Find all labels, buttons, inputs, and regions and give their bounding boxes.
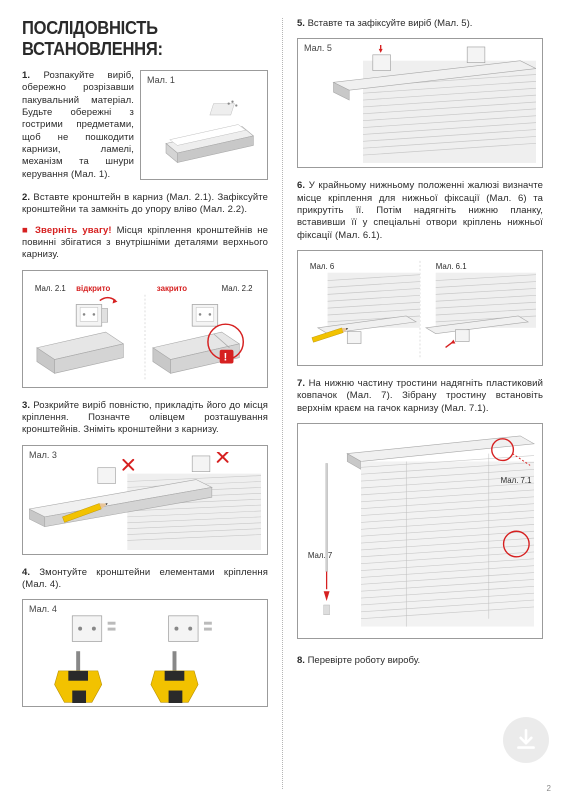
step-7-text: На нижню частину тростини надягніть плас… <box>297 378 543 414</box>
step-6: 6. У крайньому нижньому положенні жалюзі… <box>297 180 543 242</box>
fig-1-svg <box>147 77 261 172</box>
figure-1: Мал. 1 <box>140 70 268 180</box>
step-8-num: 8. <box>297 655 305 666</box>
step-5-text: Вставте та зафіксуйте виріб (Мал. 5). <box>308 18 473 29</box>
fig-5-label: Мал. 5 <box>304 43 332 53</box>
fig-5-svg <box>304 45 536 163</box>
step-2-text: Вставте кронштейн в карниз (Мал. 2.1). З… <box>22 192 268 215</box>
fig-4-svg <box>29 606 261 702</box>
svg-text:!: ! <box>224 351 228 363</box>
fig-1-label: Мал. 1 <box>147 75 175 85</box>
step-3-text: Розкрийте виріб повністю, прикладіть йог… <box>22 400 268 436</box>
figure-5: Мал. 5 <box>297 38 543 168</box>
left-column: ПОСЛІДОВНІСТЬ ВСТАНОВЛЕННЯ: 1. Розпакуйт… <box>22 18 282 789</box>
step-2: 2. Вставте кронштейн в карниз (Мал. 2.1)… <box>22 192 268 217</box>
step-6-num: 6. <box>297 180 305 191</box>
fig-7-svg: Мал. 7.1 Мал. 7 <box>304 430 536 633</box>
fig-3-svg <box>29 452 261 550</box>
fig-22-label: Мал. 2.2 <box>222 283 253 292</box>
page-number: 2 <box>547 784 551 793</box>
fig-2-svg: Мал. 2.1 відкрито закрито Мал. 2.2 <box>29 277 261 383</box>
fig-3-label: Мал. 3 <box>29 450 57 460</box>
step-6-text: У крайньому нижньому положенні жалюзі ви… <box>297 180 543 240</box>
step-8-text: Перевірте роботу виробу. <box>308 655 421 666</box>
right-column: 5. Вставте та зафіксуйте виріб (Мал. 5).… <box>283 18 543 789</box>
fig-7-label: Мал. 7 <box>308 551 332 560</box>
step-8: 8. Перевірте роботу виробу. <box>297 655 543 667</box>
main-title: ПОСЛІДОВНІСТЬ ВСТАНОВЛЕННЯ: <box>22 18 248 60</box>
fig-21-label: Мал. 2.1 <box>35 283 66 292</box>
figure-2: Мал. 2.1 відкрито закрито Мал. 2.2 <box>22 270 268 388</box>
annot-open: відкрито <box>76 283 110 292</box>
annot-closed: закрито <box>157 283 187 292</box>
step-4-text: Змонтуйте кронштейни елементами кріпленн… <box>22 567 268 590</box>
fig-4-label: Мал. 4 <box>29 604 57 614</box>
step-2-num: 2. <box>22 192 30 203</box>
step-1-text: Розпакуйте виріб, обережно розрізавши па… <box>22 70 134 180</box>
warn-icon: ■ <box>22 225 30 236</box>
fig-71-label: Мал. 7.1 <box>501 476 532 485</box>
step-1-num: 1. <box>22 70 30 81</box>
step-3: 3. Розкрийте виріб повністю, прикладіть … <box>22 400 268 437</box>
step-1: 1. Розпакуйте виріб, обережно розрізавши… <box>22 70 140 184</box>
figure-6: Мал. 6 Мал. 6.1 <box>297 250 543 366</box>
step-2-warning: ■ Зверніть увагу! Місця кріплення кроншт… <box>22 225 268 262</box>
figure-3: Мал. 3 <box>22 445 268 555</box>
download-icon <box>503 717 549 763</box>
fig-6-svg: Мал. 6 Мал. 6.1 <box>304 257 536 361</box>
fig-61-label: Мал. 6.1 <box>436 262 467 271</box>
figure-7: Мал. 7.1 Мал. 7 <box>297 423 543 639</box>
step-7-num: 7. <box>297 378 305 389</box>
step-5: 5. Вставте та зафіксуйте виріб (Мал. 5). <box>297 18 543 30</box>
step-5-num: 5. <box>297 18 305 29</box>
warn-label: Зверніть увагу! <box>35 225 112 236</box>
step-7: 7. На нижню частину тростини надягніть п… <box>297 378 543 415</box>
fig-6-label: Мал. 6 <box>310 262 335 271</box>
figure-4: Мал. 4 <box>22 599 268 707</box>
step-3-num: 3. <box>22 400 30 411</box>
step-4: 4. Змонтуйте кронштейни елементами кріпл… <box>22 567 268 592</box>
step-4-num: 4. <box>22 567 30 578</box>
